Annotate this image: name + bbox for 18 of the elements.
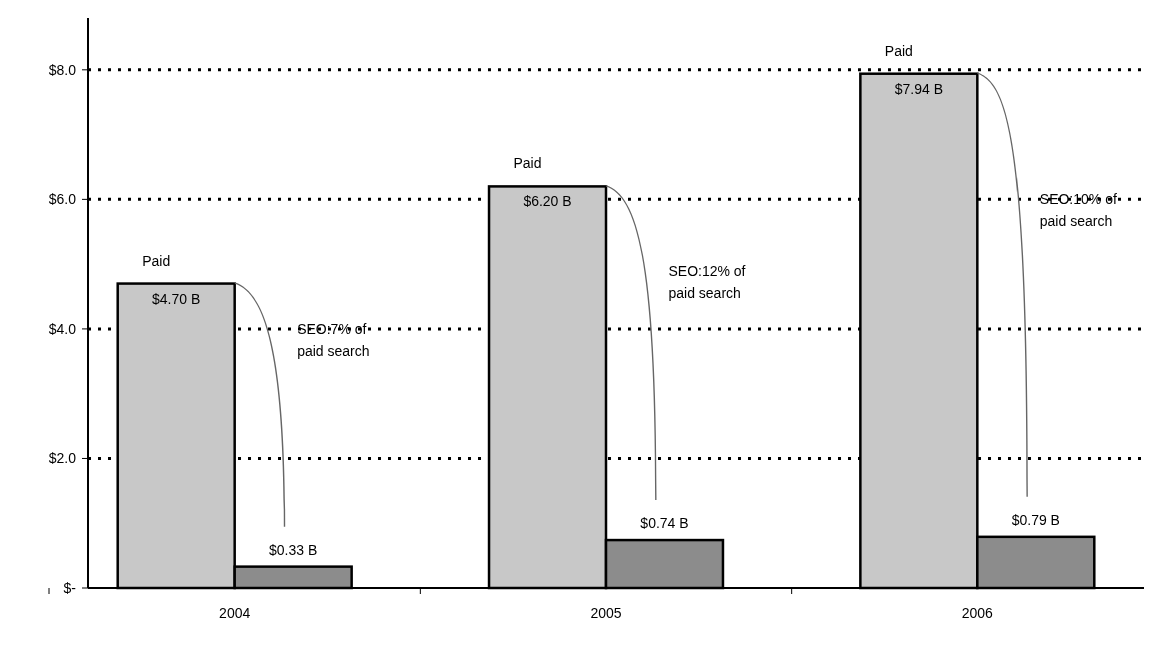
y-tick-label: $4.0: [48, 320, 77, 337]
x-tick-label: 2005: [590, 605, 622, 621]
y-tick-label: $6.0: [48, 191, 77, 208]
x-tick-label: 2004: [219, 605, 251, 621]
text: Paid: [884, 42, 913, 59]
y-tick-label: $8.0: [48, 61, 77, 78]
series-label: Paid: [142, 252, 171, 269]
y-tick-label: $-: [63, 579, 77, 596]
data-label: $0.33 B: [269, 541, 318, 558]
text: Paid: [513, 155, 542, 172]
data-label: $4.70 B: [152, 290, 201, 307]
data-label: $7.94 B: [894, 80, 943, 97]
annotation: SEO:12% of paid search: [668, 263, 746, 302]
y-tick-label: $2.0: [48, 450, 77, 467]
x-tick-label: 2006: [961, 605, 994, 621]
data-label: $6.20 B: [523, 193, 572, 210]
data-label: $0.79 B: [1011, 511, 1060, 528]
data-label: $0.74 B: [640, 515, 689, 532]
